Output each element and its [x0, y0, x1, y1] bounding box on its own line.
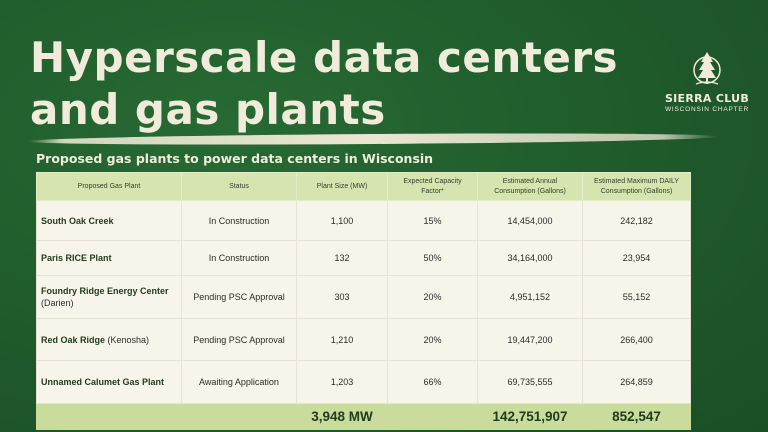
status-cell: Awaiting Application	[181, 360, 297, 404]
size-cell: 132	[296, 240, 388, 276]
status-cell: In Construction	[181, 240, 297, 276]
capacity-cell: 66%	[387, 360, 478, 404]
daily-cell: 23,954	[582, 240, 691, 276]
plant-name-cell: South Oak Creek	[36, 200, 182, 241]
annual-cell: 34,164,000	[477, 240, 583, 276]
annual-cell: 4,951,152	[477, 275, 583, 319]
total-size: 3,948 MW	[296, 403, 388, 430]
column-header: Estimated Maximum DAILY Consumption (Gal…	[582, 172, 691, 201]
totals-empty-cell	[387, 403, 478, 430]
capacity-cell: 15%	[387, 200, 478, 241]
capacity-cell: 20%	[387, 318, 478, 361]
total-annual: 142,751,907	[477, 403, 583, 430]
plant-name-cell: Unnamed Calumet Gas Plant	[36, 360, 182, 404]
plant-name: Red Oak Ridge	[41, 334, 106, 345]
sierra-club-logo: SIERRA CLUB WISCONSIN CHAPTER	[662, 50, 752, 113]
capacity-cell: 20%	[387, 275, 478, 319]
column-header: Expected Capacity Factor*	[387, 172, 478, 201]
status-cell: In Construction	[181, 200, 297, 241]
page-title: Hyperscale data centers and gas plants	[30, 32, 680, 136]
annual-cell: 19,447,200	[477, 318, 583, 361]
annual-cell: 14,454,000	[477, 200, 583, 241]
size-cell: 1,203	[296, 360, 388, 404]
totals-empty-cell	[36, 403, 182, 430]
title-line-1: Hyperscale data centers	[30, 33, 619, 82]
plant-name-cell: Red Oak Ridge (Kenosha)	[36, 318, 182, 361]
table-title: Proposed gas plants to power data center…	[36, 151, 434, 166]
title-line-2: and gas plants	[30, 85, 386, 134]
table-row: South Oak Creek In Construction 1,100 15…	[36, 200, 691, 241]
table-row: Unnamed Calumet Gas Plant Awaiting Appli…	[36, 360, 691, 404]
table-header-row: Proposed Gas Plant Status Plant Size (MW…	[36, 172, 691, 201]
plant-name-cell: Paris RICE Plant	[36, 240, 182, 276]
logo-org-name: SIERRA CLUB	[664, 92, 750, 105]
table-row: Foundry Ridge Energy Center (Darien) Pend…	[36, 275, 691, 319]
status-cell: Pending PSC Approval	[181, 275, 297, 319]
column-header: Estimated Annual Consumption (Gallons)	[477, 172, 583, 201]
tree-icon	[693, 52, 721, 85]
size-cell: 1,100	[296, 200, 388, 241]
table-row: Red Oak Ridge (Kenosha) Pending PSC Appr…	[36, 318, 691, 361]
plant-name: South Oak Creek	[41, 215, 114, 226]
size-cell: 1,210	[296, 318, 388, 361]
capacity-cell: 50%	[387, 240, 478, 276]
plant-location: (Kenosha)	[107, 334, 150, 345]
plant-name-cell: Foundry Ridge Energy Center (Darien)	[36, 275, 182, 319]
gas-plants-table: Proposed Gas Plant Status Plant Size (MW…	[36, 172, 691, 430]
plant-name: Foundry Ridge Energy Center	[41, 286, 169, 296]
daily-cell: 55,152	[582, 275, 691, 319]
daily-cell: 264,859	[582, 360, 691, 404]
annual-cell: 69,735,555	[477, 360, 583, 404]
column-header: Status	[181, 172, 297, 201]
size-cell: 303	[296, 275, 388, 319]
column-header: Plant Size (MW)	[296, 172, 388, 201]
column-header: Proposed Gas Plant	[36, 172, 182, 201]
daily-cell: 266,400	[582, 318, 691, 361]
totals-row: 3,948 MW 142,751,907 852,547	[36, 403, 691, 430]
total-daily: 852,547	[582, 403, 691, 430]
daily-cell: 242,182	[582, 200, 691, 241]
logo-chapter: WISCONSIN CHAPTER	[664, 106, 750, 113]
plant-name: Paris RICE Plant	[41, 253, 112, 263]
totals-empty-cell	[181, 403, 297, 430]
table-row: Paris RICE Plant In Construction 132 50%…	[36, 240, 691, 276]
plant-name: Unnamed Calumet Gas Plant	[41, 377, 165, 387]
plant-location: (Darien)	[41, 298, 74, 308]
status-cell: Pending PSC Approval	[181, 318, 297, 361]
